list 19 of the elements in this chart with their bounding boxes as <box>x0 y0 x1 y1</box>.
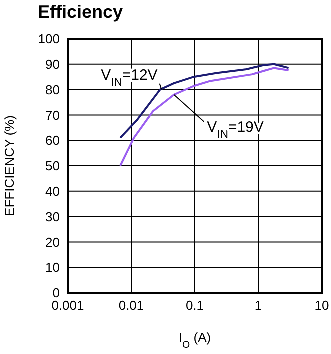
y-tick-label: 20 <box>46 234 60 250</box>
y-tick-label: 80 <box>46 82 60 98</box>
y-tick-label: 30 <box>46 209 60 224</box>
x-tick-label: 0.01 <box>118 298 144 314</box>
y-tick-label: 40 <box>46 184 60 200</box>
x-tick-label: 0.001 <box>52 298 84 314</box>
x-tick-label: 10 <box>314 298 330 314</box>
x-tick-label: 0.1 <box>186 298 204 314</box>
y-tick-label: 70 <box>46 108 60 123</box>
x-axis-title: I$_{O}$ (A) <box>178 330 212 350</box>
y-tick-label: 100 <box>38 32 60 47</box>
y-tick-label: 90 <box>46 57 60 72</box>
y-axis-title: EFFICIENCY (%) <box>2 116 17 216</box>
y-tick-label: 50 <box>46 158 60 174</box>
y-tick-label: 10 <box>46 260 60 276</box>
chart-title: Efficiency <box>38 2 124 22</box>
x-tick-label: 1 <box>254 298 262 314</box>
y-tick-label: 0 <box>52 286 60 301</box>
y-tick-label: 60 <box>46 133 60 148</box>
